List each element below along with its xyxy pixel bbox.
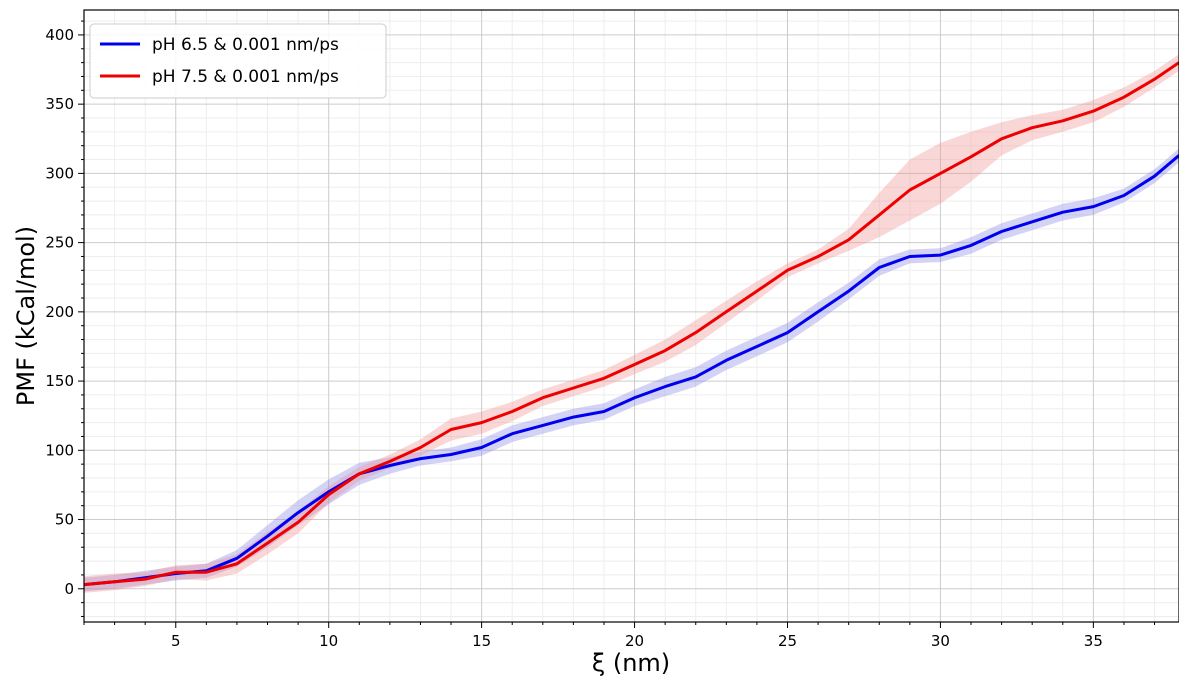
y-tick-label: 50 xyxy=(55,511,74,529)
y-tick-label: 0 xyxy=(64,580,74,598)
x-tick-label: 10 xyxy=(319,632,338,650)
y-tick-label: 250 xyxy=(45,234,74,252)
legend-box xyxy=(89,23,387,99)
y-tick-label: 350 xyxy=(45,95,74,113)
x-tick-label: 25 xyxy=(778,632,797,650)
series-lines xyxy=(83,61,1179,587)
y-tick-label: 400 xyxy=(45,26,74,44)
plot-background xyxy=(84,10,1179,622)
legend: pH 6.5 & 0.001 nm/ps pH 7.5 & 0.001 nm/p… xyxy=(89,23,387,99)
line-series-0 xyxy=(83,154,1179,587)
x-tick-label: 30 xyxy=(931,632,950,650)
x-tick-label: 35 xyxy=(1084,632,1103,650)
x-tick-label: 5 xyxy=(171,632,181,650)
line-series-1 xyxy=(83,61,1179,587)
x-tick-label: 15 xyxy=(472,632,491,650)
y-axis-label: PMF (kCal/mol) xyxy=(12,226,40,406)
y-tick-label: 150 xyxy=(45,372,74,390)
y-tick-label: 300 xyxy=(45,164,74,182)
legend-label-ph65: pH 6.5 & 0.001 nm/ps xyxy=(152,35,339,55)
y-tick-label: 100 xyxy=(45,441,74,459)
y-tick-label: 200 xyxy=(45,303,74,321)
band-series-1 xyxy=(84,54,1179,593)
plot-frame xyxy=(83,9,1179,623)
x-axis-label: ξ (nm) xyxy=(592,649,670,677)
x-tick-label: 20 xyxy=(625,632,644,650)
legend-label-ph75: pH 7.5 & 0.001 nm/ps xyxy=(152,67,339,87)
